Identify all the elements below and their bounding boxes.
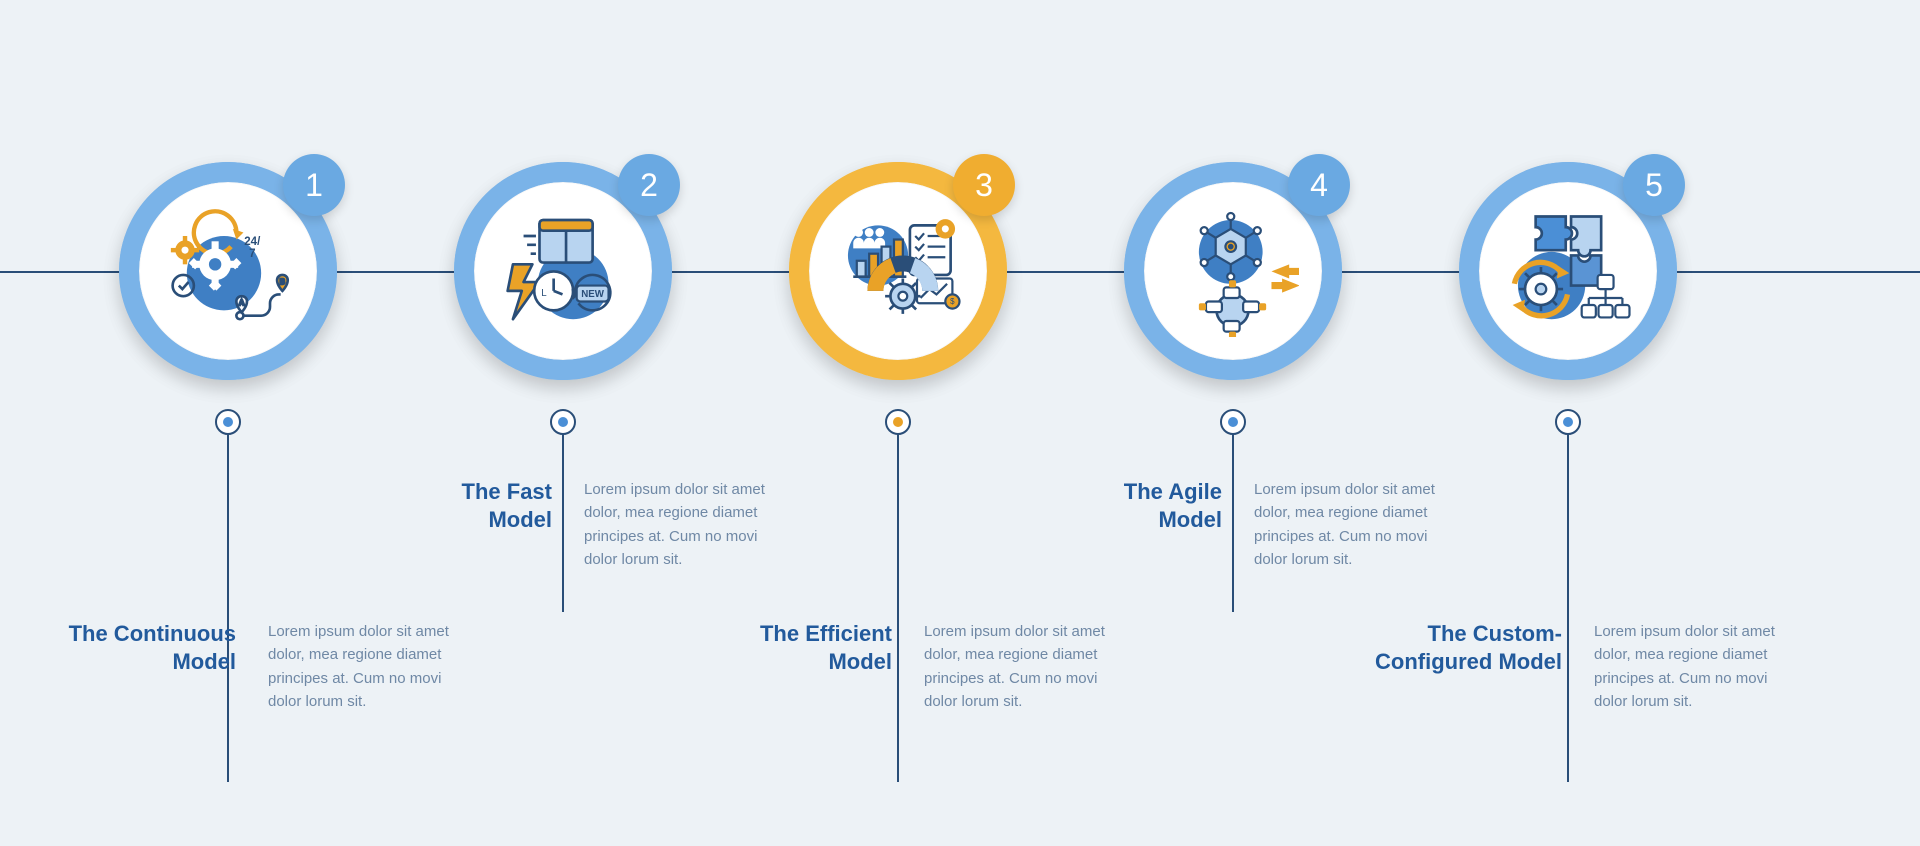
step-number-badge: 2 — [618, 154, 680, 216]
step-text: The Custom- Configured Model Lorem ipsum … — [1354, 620, 1794, 713]
step-connector-dot — [885, 409, 911, 435]
step-3: 3 — [789, 162, 1007, 380]
step-connector-dot — [215, 409, 241, 435]
step-icon-container — [815, 188, 981, 354]
step-ring: 4 — [1124, 162, 1342, 380]
step-title: The Efficient Model — [744, 620, 892, 675]
step-body: Lorem ipsum dolor sit amet dolor, mea re… — [584, 478, 784, 571]
step-number-badge: 4 — [1288, 154, 1350, 216]
step-connector-dot — [1555, 409, 1581, 435]
step-body: Lorem ipsum dolor sit amet dolor, mea re… — [268, 620, 468, 713]
infographic-canvas: 12345 The Continuous ModelLorem ipsum do… — [0, 0, 1920, 846]
step-title: The Agile Model — [1108, 478, 1222, 533]
step-5: 5 — [1459, 162, 1677, 380]
step-text: The Continuous Model Lorem ipsum dolor si… — [64, 620, 468, 713]
continuous-icon — [162, 205, 295, 338]
step-ring: 5 — [1459, 162, 1677, 380]
step-icon-container — [480, 188, 646, 354]
connector-dot-fill — [893, 417, 903, 427]
agile-icon — [1167, 205, 1300, 338]
step-text: The Efficient Model Lorem ipsum dolor sit… — [744, 620, 1124, 713]
step-1: 1 — [119, 162, 337, 380]
step-connector-dot — [1220, 409, 1246, 435]
step-connector-stem — [227, 422, 229, 782]
step-text: The Fast Model Lorem ipsum dolor sit amet… — [440, 478, 784, 571]
custom-icon — [1502, 205, 1635, 338]
step-connector-stem — [897, 422, 899, 782]
step-ring: 3 — [789, 162, 1007, 380]
connector-dot-fill — [1228, 417, 1238, 427]
step-icon-container — [1485, 188, 1651, 354]
step-body: Lorem ipsum dolor sit amet dolor, mea re… — [1594, 620, 1794, 713]
step-title: The Custom- Configured Model — [1354, 620, 1562, 675]
step-number-badge: 3 — [953, 154, 1015, 216]
step-2: 2 — [454, 162, 672, 380]
step-icon-container — [1150, 188, 1316, 354]
step-text: The Agile Model Lorem ipsum dolor sit ame… — [1108, 478, 1454, 571]
step-ring: 1 — [119, 162, 337, 380]
connector-dot-fill — [1563, 417, 1573, 427]
step-connector-dot — [550, 409, 576, 435]
connector-dot-fill — [223, 417, 233, 427]
step-ring: 2 — [454, 162, 672, 380]
step-title: The Fast Model — [440, 478, 552, 533]
step-connector-stem — [1567, 422, 1569, 782]
step-title: The Continuous Model — [64, 620, 236, 675]
step-body: Lorem ipsum dolor sit amet dolor, mea re… — [924, 620, 1124, 713]
step-body: Lorem ipsum dolor sit amet dolor, mea re… — [1254, 478, 1454, 571]
step-number-badge: 5 — [1623, 154, 1685, 216]
fast-icon — [497, 205, 630, 338]
step-number-badge: 1 — [283, 154, 345, 216]
step-4: 4 — [1124, 162, 1342, 380]
step-icon-container — [145, 188, 311, 354]
connector-dot-fill — [558, 417, 568, 427]
efficient-icon — [832, 205, 965, 338]
